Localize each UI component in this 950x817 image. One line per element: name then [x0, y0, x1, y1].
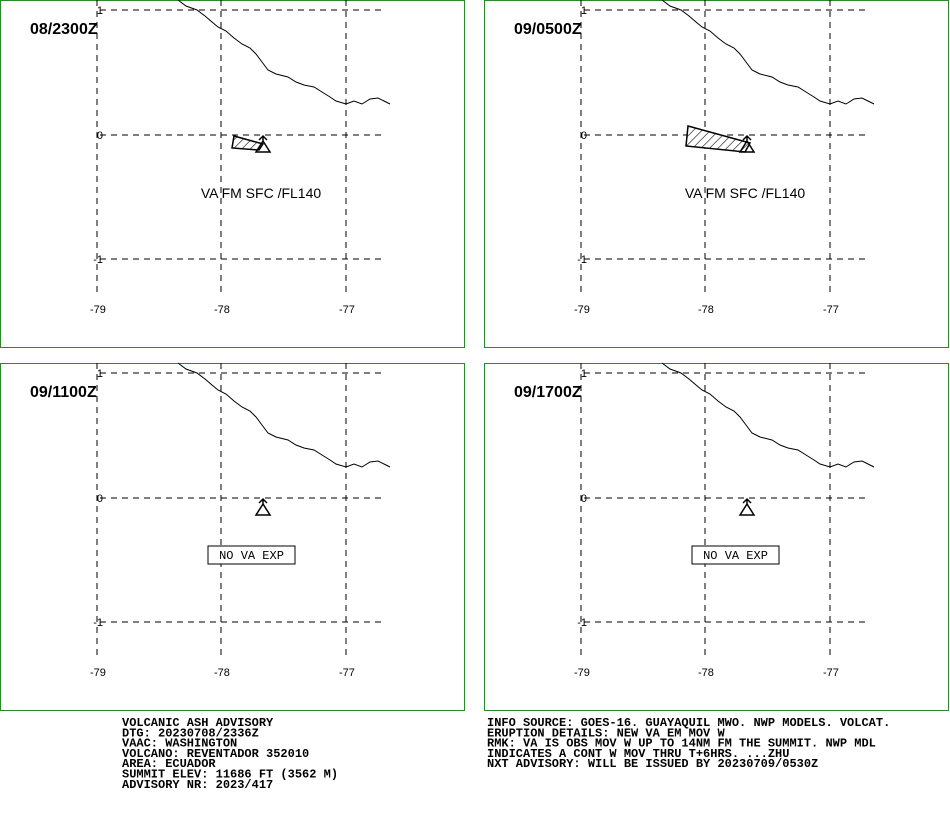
- lon-label: -78: [698, 667, 714, 679]
- coastline: [177, 0, 391, 105]
- lat-label: -1: [93, 617, 103, 629]
- label-box: [207, 545, 296, 565]
- coastline: [661, 0, 875, 105]
- lon-label: -77: [339, 304, 355, 316]
- map-panel: -79 -78 -77 1 0 -1 09/1700Z NO VA EXP: [484, 362, 949, 711]
- lon-label: -77: [339, 667, 355, 679]
- panel-label: NO VA EXP: [219, 549, 284, 563]
- ash-area: [685, 125, 752, 153]
- panel-time: 09/0500Z: [514, 21, 582, 38]
- lon-label: -77: [823, 667, 839, 679]
- lon-label: -78: [698, 304, 714, 316]
- panel-time: 08/2300Z: [30, 21, 98, 38]
- volcano-symbol: [254, 134, 272, 153]
- volcano-symbol: [738, 497, 756, 516]
- panel-time: 09/1700Z: [514, 384, 582, 401]
- volcano-symbol: [738, 134, 756, 153]
- coastline: [661, 362, 875, 468]
- advisory-line: NXT ADVISORY: WILL BE ISSUED BY 20230709…: [487, 757, 818, 771]
- lon-label: -78: [214, 667, 230, 679]
- lat-label: 0: [581, 493, 587, 505]
- advisory-line: ADVISORY NR: 2023/417: [122, 778, 273, 792]
- lat-label: 1: [97, 368, 103, 380]
- advisory-line: DTG: 20230708/2336Z: [122, 726, 259, 740]
- lon-label: -77: [823, 304, 839, 316]
- ash-area: [231, 135, 265, 151]
- advisory-line: AREA: ECUADOR: [122, 757, 216, 771]
- panel-label: VA FM SFC /FL140: [685, 185, 806, 201]
- volcano-symbol: [254, 497, 272, 516]
- advisory-line: VOLCANIC ASH ADVISORY: [122, 716, 274, 730]
- panel-frame: [0, 363, 465, 711]
- lon-label: -79: [90, 304, 106, 316]
- lon-label: -78: [214, 304, 230, 316]
- coastline: [177, 362, 391, 468]
- panel-frame: [484, 363, 949, 711]
- lon-label: -79: [90, 667, 106, 679]
- panel-label: VA FM SFC /FL140: [201, 185, 322, 201]
- label-box: [691, 545, 780, 565]
- map-panel: -79 -78 -77 1 0 -1 09/0500Z VA FM SFC /FL140: [484, 0, 949, 348]
- advisory-line: INDICATES A CONT W MOV THRU T+6HRS. ...Z…: [487, 747, 789, 761]
- advisory-line: ERUPTION DETAILS: NEW VA EM MOV W: [487, 726, 725, 740]
- advisory-line: INFO SOURCE: GOES-16. GUAYAQUIL MWO. NWP…: [487, 716, 890, 730]
- lat-label: -1: [93, 254, 103, 266]
- lat-label: -1: [577, 254, 587, 266]
- advisory-line: VOLCANO: REVENTADOR 352010: [122, 747, 309, 761]
- lat-label: 1: [97, 5, 103, 17]
- lat-label: 0: [97, 130, 103, 142]
- panel-label: NO VA EXP: [703, 549, 768, 563]
- map-panel: -79 -78 -77 1 0 -1 08/2300Z VA FM SFC /FL140: [0, 0, 465, 348]
- lat-label: 0: [581, 130, 587, 142]
- lat-label: -1: [577, 617, 587, 629]
- map-panel: -79 -78 -77 1 0 -1 09/1100Z NO VA EXP: [0, 362, 465, 711]
- advisory-line: RMK: VA IS OBS MOV W UP TO 14NM FM THE S…: [487, 737, 876, 751]
- panel-frame: [484, 0, 949, 348]
- lat-label: 1: [581, 368, 587, 380]
- advisory-line: VAAC: WASHINGTON: [122, 737, 237, 751]
- panel-frame: [0, 0, 465, 348]
- panel-time: 09/1100Z: [30, 384, 97, 401]
- lon-label: -79: [574, 304, 590, 316]
- lat-label: 1: [581, 5, 587, 17]
- lat-label: 0: [97, 493, 103, 505]
- advisory-line: SUMMIT ELEV: 11686 FT (3562 M): [122, 768, 338, 782]
- lon-label: -79: [574, 667, 590, 679]
